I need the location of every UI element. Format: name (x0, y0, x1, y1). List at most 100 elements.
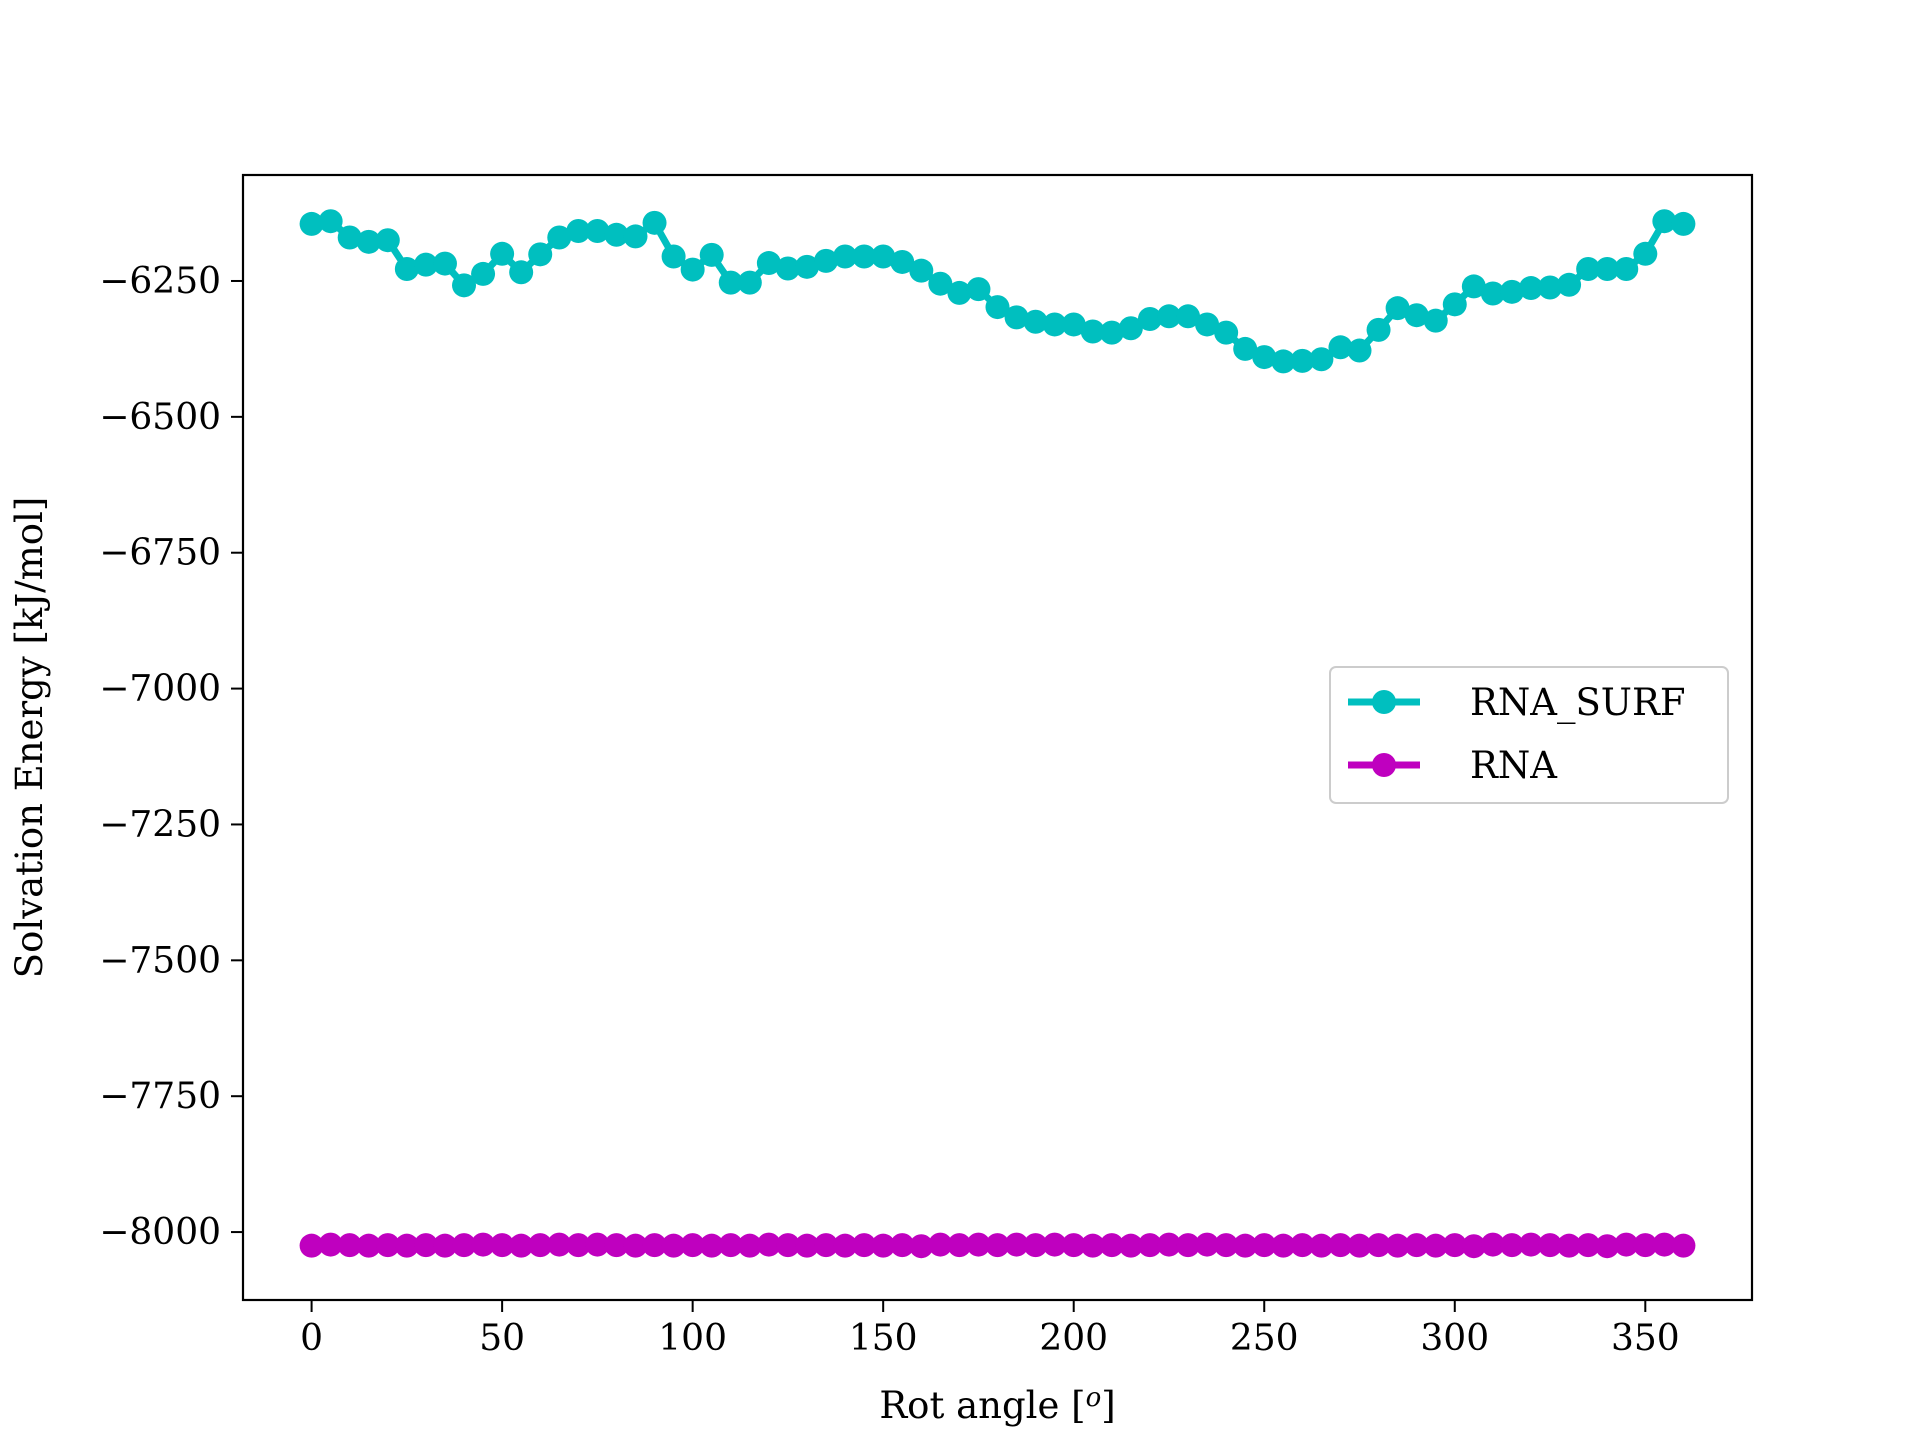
data-point-rna (1023, 1233, 1048, 1258)
data-point-rna (1252, 1233, 1277, 1258)
data-point-rna (1099, 1233, 1124, 1258)
data-point-rna (604, 1233, 629, 1258)
data-point-rna-surf (852, 244, 877, 269)
data-point-rna-surf (509, 260, 534, 285)
x-tick-label: 300 (1420, 1318, 1489, 1359)
data-point-rna-surf (1252, 345, 1277, 370)
data-point-rna (1366, 1233, 1391, 1258)
data-point-rna (1080, 1233, 1105, 1258)
data-point-rna-surf (775, 256, 800, 281)
legend-box (1329, 666, 1729, 804)
data-point-rna (1195, 1232, 1220, 1257)
y-tick-label: −8000 (99, 1212, 221, 1253)
x-tick-label: 0 (300, 1318, 323, 1359)
data-point-rna (775, 1233, 800, 1258)
data-point-rna (1538, 1233, 1563, 1258)
data-point-rna-surf (623, 224, 648, 249)
data-point-rna-surf (1099, 320, 1124, 345)
data-point-rna (509, 1233, 534, 1258)
y-axis-label: Solvation Energy [kJ/mol] (8, 497, 51, 979)
data-point-rna-surf (814, 248, 839, 273)
data-point-rna (890, 1233, 915, 1258)
data-point-rna-surf (1137, 307, 1162, 332)
data-point-rna-surf (833, 244, 858, 269)
data-point-rna (1404, 1233, 1429, 1258)
data-point-rna (661, 1233, 686, 1258)
x-axis-ticks: 0 50 100 150 200 250 300 350 (300, 1300, 1680, 1359)
data-point-rna-surf (1442, 292, 1467, 317)
legend-item-rna: RNA (1348, 744, 1558, 787)
data-point-rna-surf (1290, 348, 1315, 373)
data-point-rna-surf (299, 211, 324, 236)
legend-label: RNA_SURF (1470, 681, 1686, 725)
data-point-rna-surf (890, 249, 915, 274)
data-point-rna (1137, 1233, 1162, 1258)
data-point-rna (471, 1232, 496, 1257)
data-point-rna-surf (1595, 257, 1620, 282)
data-point-rna-surf (1271, 349, 1296, 374)
data-point-rna-surf (1671, 211, 1696, 236)
data-point-rna (794, 1233, 819, 1258)
data-point-rna-surf (356, 229, 381, 254)
data-point-rna (1004, 1232, 1029, 1257)
data-point-rna-surf (1233, 336, 1258, 361)
y-tick-label: −6750 (99, 533, 221, 574)
data-point-rna-surf (1499, 279, 1524, 304)
data-point-rna (1595, 1234, 1620, 1259)
data-point-rna-surf (1004, 305, 1029, 330)
data-point-rna-surf (1652, 209, 1677, 234)
x-tick-label: 350 (1611, 1318, 1680, 1359)
legend-item-rna-surf: RNA_SURF (1348, 681, 1686, 725)
data-point-rna (1328, 1233, 1353, 1258)
y-axis-ticks: −6250 −6500 −6750 −7000 −7250 −7500 −7750 −8000 (99, 261, 243, 1253)
data-point-rna (566, 1233, 591, 1258)
y-tick-label: −6250 (99, 261, 221, 302)
data-point-rna-surf (604, 222, 629, 247)
data-point-rna-surf (1176, 304, 1201, 329)
x-axis-label: Rot angle [o] (879, 1383, 1115, 1427)
data-point-rna-surf (1023, 309, 1048, 334)
data-point-rna (1042, 1232, 1067, 1257)
data-point-rna-surf (737, 270, 762, 295)
data-point-rna (452, 1233, 477, 1258)
data-point-rna (299, 1233, 324, 1258)
data-point-rna-surf (909, 258, 934, 283)
data-point-rna-surf (375, 228, 400, 253)
data-point-rna-surf (566, 218, 591, 243)
data-point-rna (1061, 1233, 1086, 1258)
data-point-rna (1309, 1233, 1334, 1258)
data-point-rna (814, 1233, 839, 1258)
data-point-rna (432, 1233, 457, 1258)
data-point-rna-surf (471, 261, 496, 286)
series-layer (299, 209, 1696, 1259)
data-point-rna-surf (1118, 316, 1143, 341)
data-point-rna-surf (680, 257, 705, 282)
data-point-rna-surf (1214, 320, 1239, 345)
data-point-rna (318, 1232, 343, 1257)
y-tick-label: −6500 (99, 397, 221, 438)
data-point-rna (337, 1233, 362, 1258)
data-point-rna-surf (1576, 257, 1601, 282)
data-point-rna-surf (794, 254, 819, 279)
data-point-rna (1118, 1233, 1143, 1258)
data-point-rna-surf (1156, 304, 1181, 329)
data-point-rna (1652, 1232, 1677, 1257)
data-point-rna (1499, 1233, 1524, 1258)
data-point-rna-surf (585, 218, 610, 243)
data-point-rna-surf (1042, 312, 1067, 337)
data-point-rna (699, 1233, 724, 1258)
data-point-rna (756, 1232, 781, 1257)
y-tick-label: −7250 (99, 804, 221, 845)
data-point-rna-surf (1423, 308, 1448, 333)
data-point-rna-surf (699, 242, 724, 267)
data-point-rna (356, 1233, 381, 1258)
data-point-rna (1557, 1233, 1582, 1258)
data-point-rna-surf (1347, 338, 1372, 363)
data-point-rna (1480, 1232, 1505, 1257)
data-point-rna-surf (1195, 312, 1220, 337)
data-point-rna (547, 1232, 572, 1257)
data-point-rna-surf (928, 271, 953, 296)
data-point-rna-surf (1461, 274, 1486, 299)
data-point-rna (928, 1232, 953, 1257)
